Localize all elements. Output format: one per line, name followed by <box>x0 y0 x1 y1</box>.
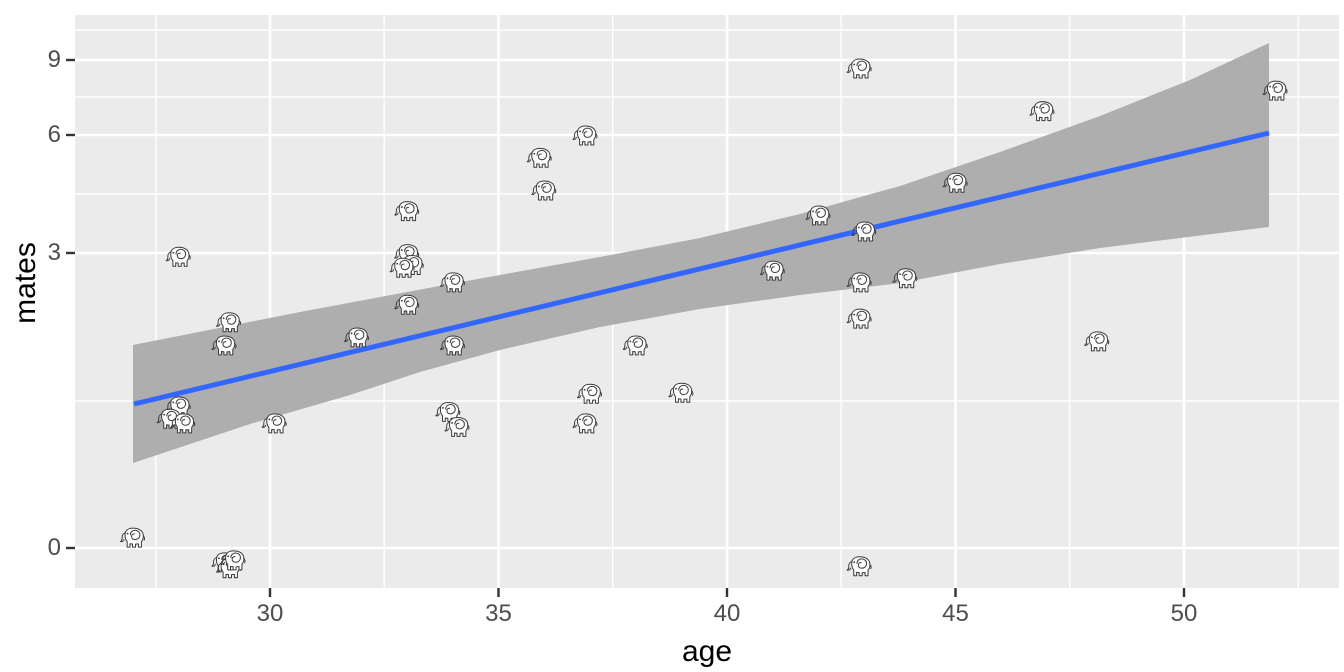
x-tick-label: 50 <box>1170 600 1198 627</box>
x-tick-label: 30 <box>256 600 284 627</box>
y-tick-label: 6 <box>47 121 61 148</box>
y-axis-title: mates <box>9 242 42 324</box>
y-tick-label: 9 <box>47 46 61 73</box>
y-tick-label: 0 <box>47 534 61 561</box>
x-axis-title: age <box>681 635 733 668</box>
x-tick-label: 40 <box>713 600 741 627</box>
confidence-ribbon <box>133 43 1269 463</box>
y-tick-label: 3 <box>47 239 61 266</box>
trend-line <box>133 130 1270 407</box>
x-tick-label: 35 <box>485 600 512 627</box>
x-tick-label: 45 <box>942 600 969 627</box>
